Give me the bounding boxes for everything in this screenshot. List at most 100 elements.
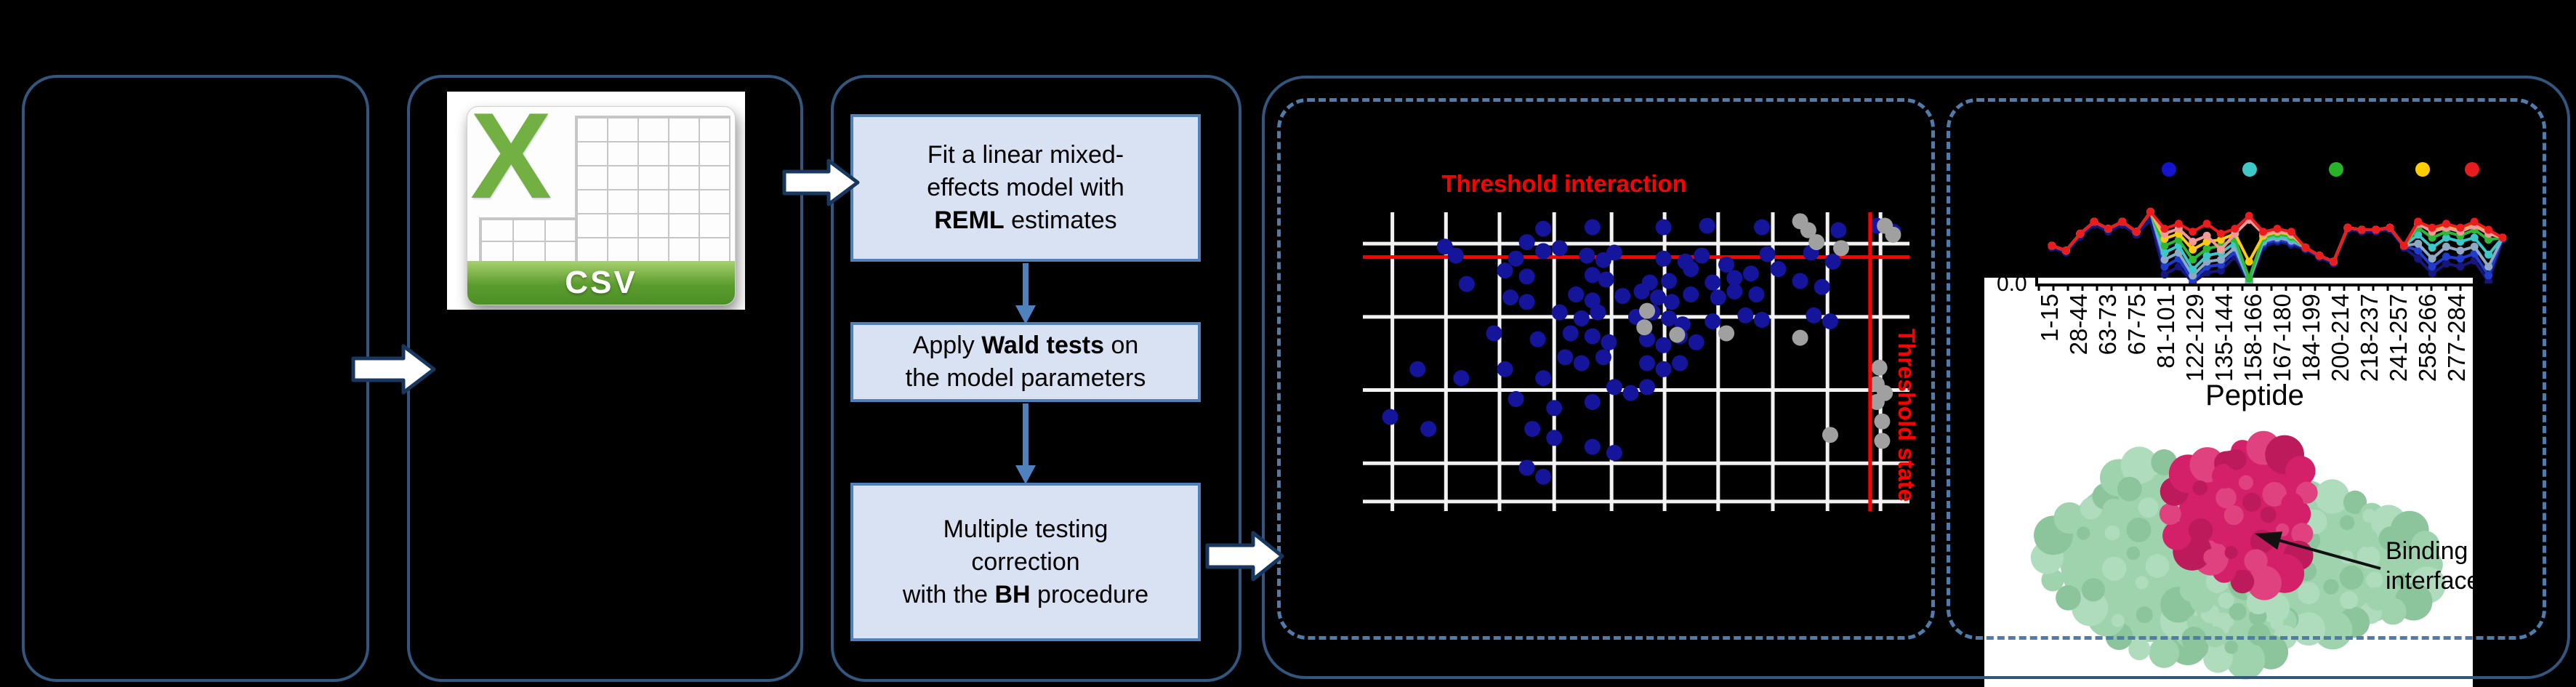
line-series-marker <box>2484 271 2493 280</box>
line-series-marker <box>2245 212 2253 220</box>
line-series-marker <box>2442 252 2450 261</box>
scatter-point <box>1742 265 1759 282</box>
line-series-marker <box>2456 246 2465 255</box>
scatter-point <box>1453 370 1470 387</box>
scatter-point <box>1535 220 1552 237</box>
scatter-point <box>1661 273 1678 289</box>
scatter-point <box>1529 331 1546 347</box>
line-series-marker <box>2287 228 2295 236</box>
line-series-marker <box>2484 225 2493 234</box>
scatter-point <box>1639 302 1656 319</box>
scatter-point <box>1508 390 1524 407</box>
scatter-point <box>1518 294 1535 310</box>
scatter-point <box>1606 244 1622 261</box>
scatter-point <box>1409 361 1426 377</box>
scatter-point <box>1614 288 1631 305</box>
scatter-point <box>1655 250 1672 267</box>
scatter-point <box>1718 256 1735 273</box>
scatter-point <box>1497 361 1513 377</box>
panel-input-data <box>22 75 369 682</box>
scatter-point <box>1447 247 1464 264</box>
csv-file-figure: X CSV <box>447 92 745 310</box>
scatter-point <box>1726 283 1743 300</box>
scatter-point <box>1518 268 1535 285</box>
line-series-marker <box>2217 236 2225 244</box>
line-series-marker <box>2484 250 2493 259</box>
scatter-point <box>1584 267 1601 284</box>
scatter-point <box>1806 307 1822 324</box>
line-series-marker <box>2442 242 2450 251</box>
line-series-marker <box>2245 274 2253 283</box>
scatter-point <box>1661 310 1678 326</box>
line-series-marker <box>2273 225 2282 233</box>
peptide-tick-label: 158-166 <box>2239 294 2266 382</box>
scatter-point <box>1518 234 1535 251</box>
scatter-point <box>1830 222 1847 238</box>
legend-dot-icon <box>2162 162 2176 177</box>
line-series-marker <box>2061 246 2070 255</box>
line-series-marker <box>2399 241 2408 250</box>
line-series-marker <box>2217 230 2225 238</box>
scatter-point <box>1497 262 1513 279</box>
flow-step-line: REML estimates <box>934 206 1117 234</box>
csv-file-icon: X CSV <box>467 106 736 305</box>
scatter-point <box>1650 289 1667 306</box>
scatter-point <box>1753 311 1770 328</box>
line-series-marker <box>2189 237 2197 246</box>
line-series-marker <box>2189 228 2197 236</box>
peptide-tick-label: 184-199 <box>2298 294 2325 382</box>
binding-arrowhead-icon <box>2255 531 2283 550</box>
arrow-right-icon <box>782 158 860 206</box>
arrow-right-icon <box>351 344 436 395</box>
line-series-marker <box>2414 239 2423 248</box>
scatter-point <box>1518 459 1535 476</box>
legend-dot-icon <box>2329 162 2343 177</box>
peptide-tick-label: 258-266 <box>2414 294 2441 382</box>
line-series-marker <box>2189 245 2197 254</box>
spreadsheet-x-logo-icon: X <box>470 106 552 224</box>
spreadsheet-grid-icon-small <box>479 217 578 264</box>
scatter-point <box>1704 274 1721 291</box>
scatter-point <box>1436 238 1453 255</box>
scatter-point <box>1524 420 1541 437</box>
peptide-tick-label: 200-214 <box>2327 294 2354 382</box>
line-series-marker <box>2202 244 2211 253</box>
flow-step-line: effects model with <box>927 174 1124 201</box>
scatter-point <box>1874 413 1891 430</box>
scatter-point <box>1669 326 1686 343</box>
line-series-marker <box>2118 217 2127 226</box>
scatter-point <box>1868 393 1885 410</box>
scatter-point <box>1833 240 1849 257</box>
arrow-down-icon <box>1015 403 1036 484</box>
scatter-point <box>1814 278 1830 295</box>
line-series-marker <box>2202 252 2211 260</box>
line-series-marker <box>2414 254 2423 263</box>
line-series-marker <box>2428 244 2436 252</box>
line-series-marker <box>2259 228 2268 236</box>
scatter-point <box>1704 313 1721 330</box>
scatter-point <box>1683 286 1699 303</box>
scatter-point <box>1584 219 1601 236</box>
scatter-point <box>1718 325 1735 342</box>
binding-interface-annotation: Binding interface <box>2386 537 2473 596</box>
scatter-point <box>1633 283 1650 300</box>
flow-step-line: with the BH procedure <box>902 580 1149 608</box>
line-series-marker <box>2428 223 2436 232</box>
scatter-point <box>1710 289 1726 306</box>
legend-dot-icon <box>2415 162 2430 177</box>
scatter-point <box>1502 289 1519 306</box>
scatter-point <box>1683 261 1699 278</box>
csv-format-badge: CSV <box>467 261 735 305</box>
spreadsheet-grid-icon <box>575 116 730 264</box>
scatter-point <box>1874 433 1891 449</box>
line-series-marker <box>2456 237 2465 246</box>
scatter-point <box>1595 349 1611 366</box>
line-series-marker <box>2442 260 2450 268</box>
protein-structure-figure <box>2030 430 2446 680</box>
line-series-marker <box>2428 233 2436 242</box>
line-series-marker <box>2428 269 2436 278</box>
threshold-state-axis-label: Threshold state <box>1893 329 1920 502</box>
flow-step-line: the model parameters <box>905 364 1146 392</box>
scatter-point <box>1792 329 1808 346</box>
